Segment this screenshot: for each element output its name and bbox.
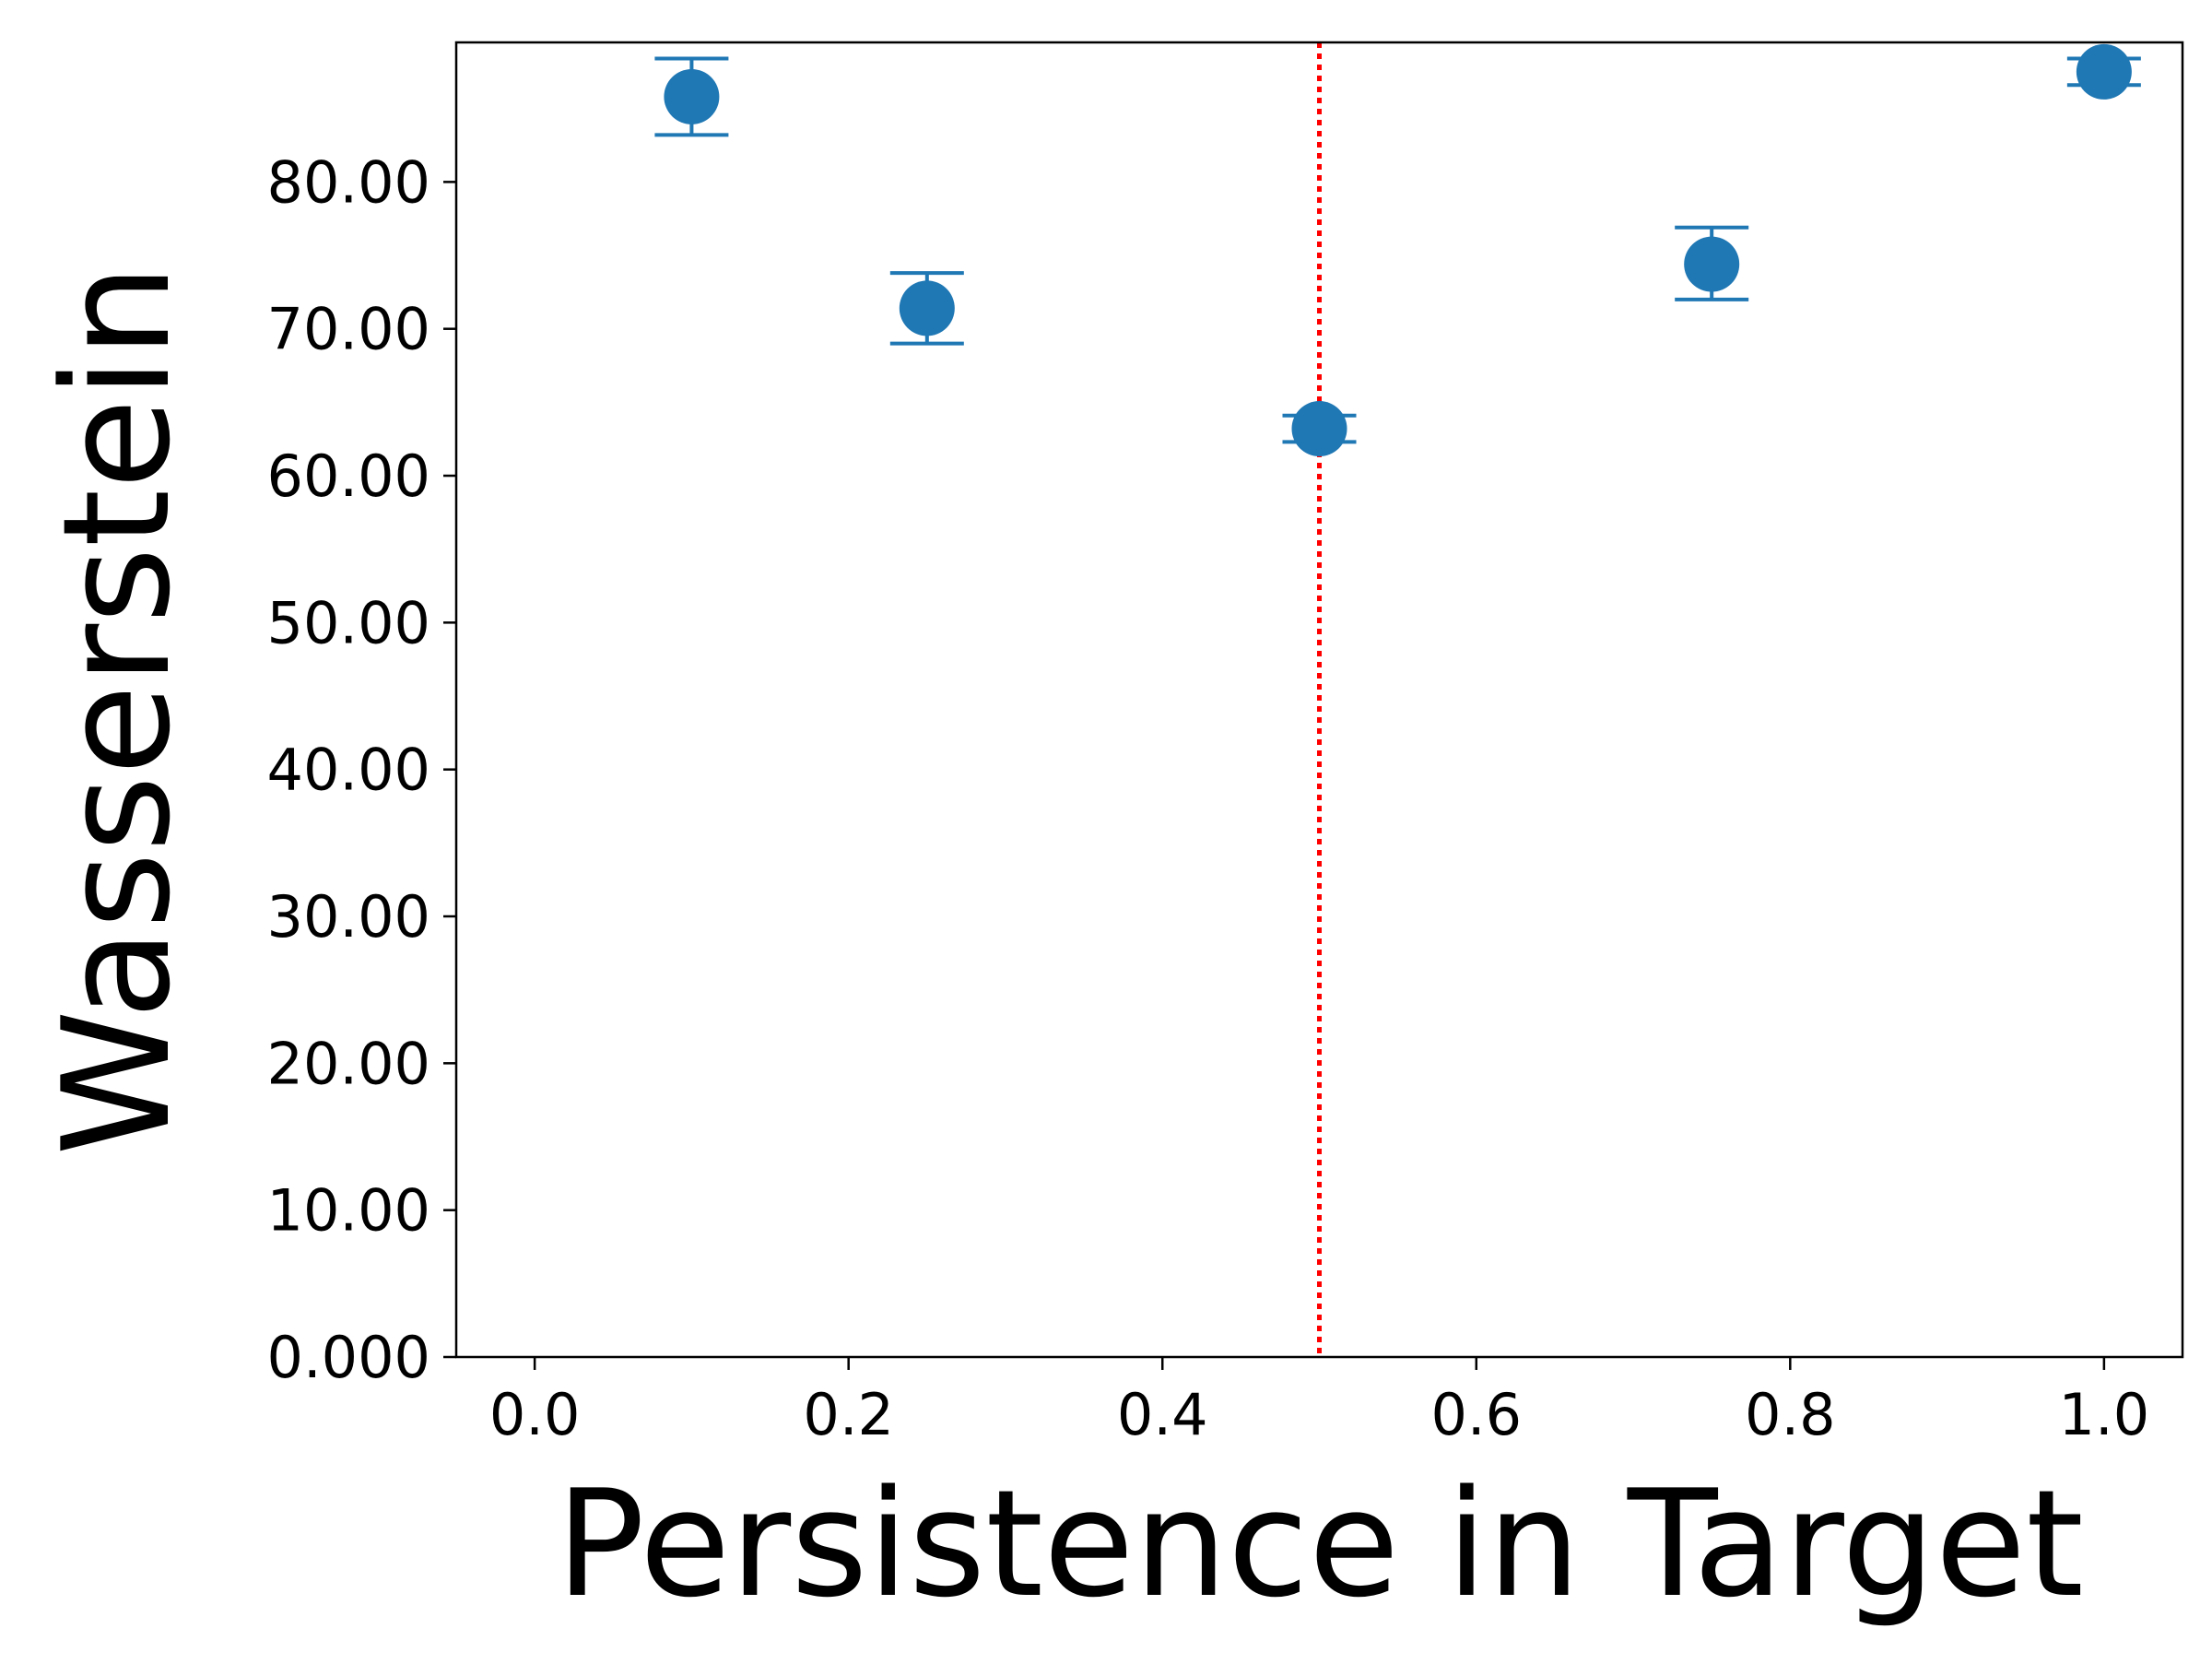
x-tick-label: 0.0 (489, 1381, 581, 1448)
y-tick-label: 20.00 (267, 1030, 431, 1097)
x-axis-label: Persistence in Target (556, 1457, 2084, 1630)
x-axis-ticks: 0.0 0.2 0.4 0.6 0.8 1.0 (489, 1357, 2149, 1448)
y-tick-label: 0.000 (267, 1324, 431, 1391)
data-points (664, 43, 2132, 457)
y-tick-label: 80.00 (267, 148, 431, 216)
x-tick-label: 0.4 (1117, 1381, 1208, 1448)
y-tick-label: 60.00 (267, 443, 431, 510)
y-tick-label: 70.00 (267, 296, 431, 363)
y-tick-label: 30.00 (267, 883, 431, 950)
y-tick-label: 50.00 (267, 589, 431, 656)
plot-frame (454, 41, 2184, 1359)
data-point-0 (664, 68, 720, 124)
x-tick-label: 0.2 (803, 1381, 894, 1448)
x-tick-label: 1.0 (2059, 1381, 2150, 1448)
error-bars (654, 56, 2141, 444)
y-tick-label: 40.00 (267, 737, 431, 804)
x-tick-label: 0.6 (1430, 1381, 1522, 1448)
data-point-3 (1684, 236, 1740, 292)
data-point-1 (899, 280, 955, 336)
y-axis-label: Wasserstein (30, 264, 203, 1155)
data-point-4 (2076, 43, 2132, 100)
data-point-2 (1291, 401, 1347, 457)
y-tick-label: 10.00 (267, 1177, 431, 1245)
y-axis-ticks: 0.000 10.00 20.00 30.00 40.00 50.00 60.00 70.00… (267, 148, 456, 1391)
x-tick-label: 0.8 (1745, 1381, 1836, 1448)
